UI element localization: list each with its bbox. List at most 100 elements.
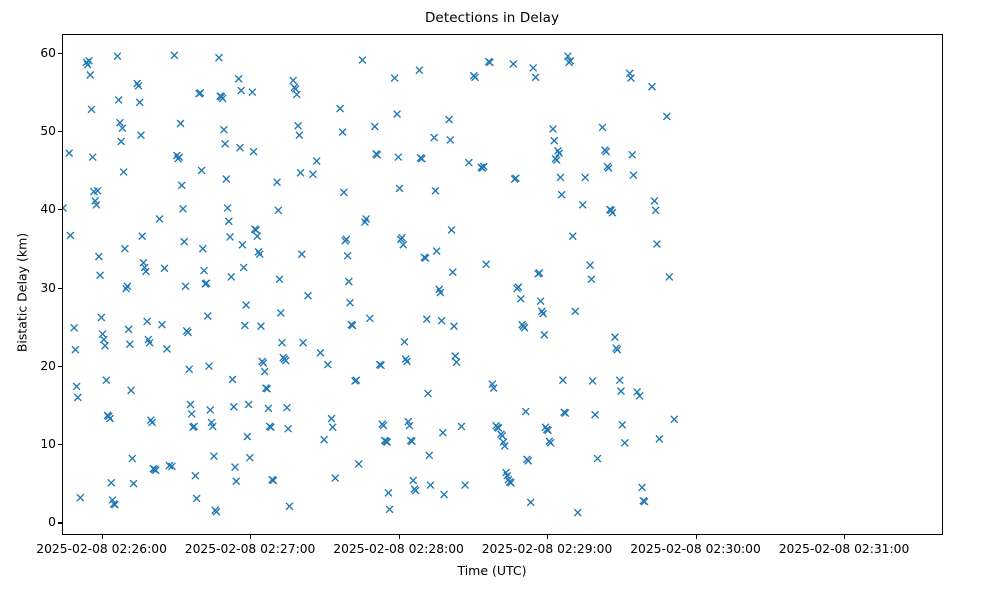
scatter-point <box>145 338 154 347</box>
scatter-point <box>448 268 457 277</box>
scatter-point <box>115 118 124 127</box>
scatter-point <box>273 178 281 187</box>
x-axis-tick-mark <box>695 535 697 539</box>
y-axis-tick-mark <box>58 522 62 524</box>
scatter-point <box>135 98 144 107</box>
scatter-point <box>264 404 273 413</box>
scatter-point <box>670 415 679 424</box>
x-axis-tick-label: 2025-02-08 02:31:00 <box>778 542 910 556</box>
scatter-point <box>232 477 241 486</box>
scatter-point <box>94 252 103 261</box>
scatter-point <box>238 240 247 249</box>
x-axis-tick-label: 2025-02-08 02:30:00 <box>630 542 761 556</box>
scatter-point <box>221 139 230 148</box>
scatter-point <box>549 125 557 133</box>
scatter-point <box>66 231 75 240</box>
scatter-point <box>117 137 126 146</box>
scatter-point <box>245 453 254 462</box>
scatter-point <box>431 186 440 195</box>
scatter-point <box>124 325 133 334</box>
scatter-point <box>598 123 607 132</box>
scatter-point <box>377 361 385 370</box>
scatter-point <box>312 157 321 165</box>
scatter-point <box>489 384 498 392</box>
scatter-point <box>73 393 82 402</box>
scatter-point <box>222 175 231 183</box>
scatter-point <box>179 204 187 213</box>
scatter-point <box>106 414 114 423</box>
scatter-point <box>236 143 244 152</box>
scatter-point <box>237 86 246 95</box>
scatter-point <box>192 494 201 503</box>
scatter-point <box>165 461 174 470</box>
x-axis-tick-label: 2025-02-08 02:28:00 <box>333 542 464 556</box>
scatter-point <box>536 297 545 306</box>
scatter-point <box>234 74 243 83</box>
scatter-point <box>107 478 116 487</box>
scatter-point <box>602 147 611 156</box>
scatter-point <box>297 250 306 259</box>
scatter-point <box>76 493 85 502</box>
scatter-point <box>447 225 456 234</box>
scatter-point <box>662 112 671 121</box>
scatter-point <box>120 244 129 253</box>
scatter-point <box>253 232 262 241</box>
scatter-point <box>186 400 195 409</box>
scatter-point <box>336 104 345 113</box>
y-axis-tick-label: 10 <box>40 437 56 452</box>
scatter-point <box>424 389 432 398</box>
scatter-point <box>557 190 566 199</box>
scatter-point <box>529 63 538 72</box>
scatter-point <box>521 407 530 416</box>
scatter-point <box>227 272 236 281</box>
scatter-point <box>554 146 562 155</box>
scatter-point <box>202 279 211 288</box>
scatter-point <box>63 204 67 212</box>
scatter-point <box>104 412 113 421</box>
scatter-point <box>613 345 622 354</box>
scatter-point <box>299 338 307 347</box>
scatter-point <box>651 206 660 215</box>
y-axis-tick-mark <box>58 52 62 54</box>
scatter-point <box>320 435 329 444</box>
y-axis-label: Bistatic Delay (km) <box>14 232 30 353</box>
scatter-point <box>405 421 414 430</box>
scatter-point <box>426 481 435 490</box>
scatter-point <box>390 74 399 82</box>
scatter-point <box>88 153 97 162</box>
scatter-point <box>437 316 446 325</box>
scatter-point <box>516 294 525 303</box>
scatter-point <box>561 409 570 418</box>
scatter-point <box>92 200 101 209</box>
y-axis-tick-mark <box>58 131 62 133</box>
scatter-point <box>408 437 416 446</box>
scatter-point <box>85 56 93 65</box>
scatter-point <box>425 451 434 460</box>
scatter-point <box>151 466 160 475</box>
scatter-point <box>385 505 394 514</box>
x-axis-tick-mark <box>844 535 846 539</box>
y-axis-tick-label: 20 <box>40 358 56 373</box>
scatter-point <box>304 291 312 300</box>
scatter-point <box>252 225 260 234</box>
scatter-point <box>568 232 577 241</box>
scatter-point <box>93 186 102 195</box>
scatter-point <box>143 317 152 326</box>
scatter-point <box>625 69 634 78</box>
scatter-point <box>422 315 431 324</box>
scatter-point <box>86 70 95 79</box>
scatter-point <box>259 359 268 367</box>
scatter-point <box>365 314 374 323</box>
y-axis-tick-label: 50 <box>40 124 56 139</box>
scatter-point <box>243 432 252 441</box>
scatter-point <box>208 422 217 431</box>
scatter-point <box>511 174 520 183</box>
scatter-point <box>588 377 597 385</box>
scatter-point <box>617 387 625 396</box>
scatter-point <box>531 73 540 82</box>
scatter-point <box>99 335 108 344</box>
scatter-point <box>399 240 408 249</box>
scatter-point <box>650 197 659 205</box>
scatter-point <box>370 122 379 131</box>
scatter-point <box>618 420 627 429</box>
